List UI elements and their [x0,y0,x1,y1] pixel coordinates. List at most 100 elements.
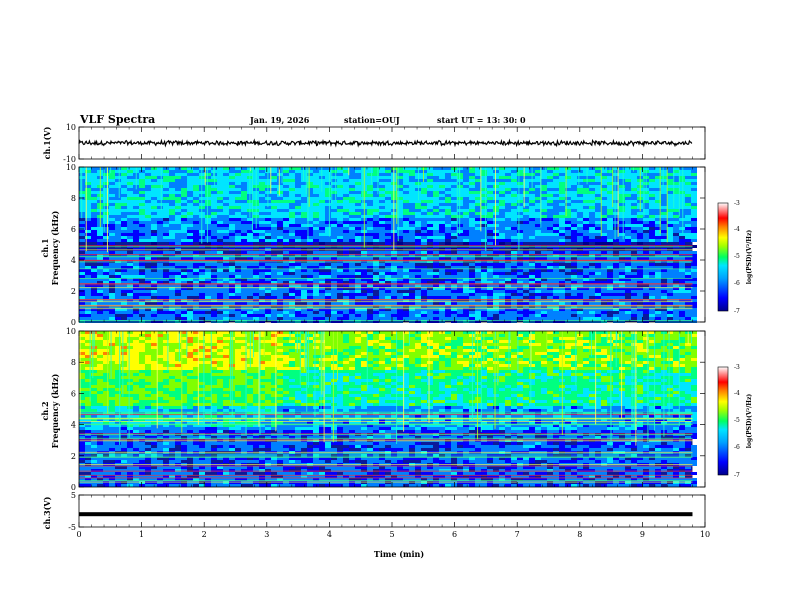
spectrogram-cell [313,206,319,209]
spectrogram-cell [193,206,199,209]
spectrogram-cell [475,206,481,209]
spectrogram-cell [673,314,679,317]
spectrogram-cell [349,269,355,272]
spectrogram-cell [247,251,253,254]
spectrogram-cell [235,179,241,182]
spectrogram-cell [319,215,325,218]
spectrogram-cell [217,218,223,221]
spectrogram-cell [517,200,523,203]
spectrogram-cell [157,191,163,194]
spectrogram-cell [661,302,667,305]
spectrogram-cell [259,290,265,293]
spectrogram-cell [691,311,697,314]
spectrogram-cell [511,263,517,266]
spectrogram-cell [379,176,385,179]
spectrogram-cell [319,218,325,221]
spectrogram-cell [169,314,175,317]
spectrogram-cell [343,167,349,170]
spectrogram-cell [643,239,649,242]
spectrogram-cell [379,236,385,239]
spectrogram-cell [139,239,145,242]
spectrogram-cell [457,293,463,296]
spectrogram-cell [415,236,421,239]
spectrogram-cell [535,230,541,233]
spectrogram-cell [217,191,223,194]
spectrogram-cell [331,215,337,218]
spectrogram-cell [349,191,355,194]
spectrogram-cell [415,188,421,191]
spectrogram-cell [373,194,379,197]
spectrogram-cell [163,221,169,224]
spectrogram-cell [493,194,499,197]
spectrogram-cell [109,194,115,197]
spectrogram-cell [205,275,211,278]
spectrogram-cell [379,263,385,266]
spectrogram-cell [211,290,217,293]
spectrogram-cell [373,215,379,218]
spectrogram-cell [589,182,595,185]
spectrogram-cell [595,179,601,182]
spectrogram-cell [277,233,283,236]
spectrogram-cell [691,314,697,317]
spectrogram-cell [301,206,307,209]
spectrogram-cell [547,191,553,194]
spectrogram-cell [133,296,139,299]
spectrogram-cell [151,176,157,179]
spectrogram-cell [595,317,601,320]
spectrogram-cell [487,275,493,278]
spectrogram-cell [607,230,613,233]
spectrogram-cell [109,239,115,242]
spectrogram-cell [571,269,577,272]
spectrogram-cell [175,239,181,242]
spectrogram-cell [421,236,427,239]
spectrogram-cell [451,272,457,275]
spectrogram-cell [181,200,187,203]
spectrogram-cell [583,263,589,266]
spectrogram-cell [505,290,511,293]
spectrogram-cell [541,200,547,203]
spectrogram-cell [499,257,505,260]
spectrogram-cell [547,233,553,236]
spectrogram-cell [487,311,493,314]
spectrogram-cell [463,203,469,206]
spectrogram-cell [595,224,601,227]
spectrogram-cell [313,212,319,215]
spectrogram-cell [115,317,121,320]
spectrogram-cell [511,209,517,212]
spectrogram-cell [151,275,157,278]
spectrogram-cell [373,230,379,233]
spectrogram-cell [547,206,553,209]
spectrogram-cell [385,230,391,233]
spectrogram-cell [217,314,223,317]
spectrogram-cell [451,200,457,203]
spectrogram-cell [685,176,691,179]
spectrogram-cell [97,227,103,230]
spectrogram-cell [607,296,613,299]
spectrogram-cell [517,173,523,176]
spectrogram-cell [505,236,511,239]
spectrogram-cell [307,272,313,275]
spectrogram-cell [127,215,133,218]
spectrogram-cell [649,272,655,275]
spectrogram-cell [487,212,493,215]
spectrogram-cell [313,218,319,221]
spectrogram-cell [433,221,439,224]
spectrogram-cell [571,176,577,179]
spectrogram-cell [589,173,595,176]
spectrogram-cell [397,311,403,314]
spectrogram-cell [295,311,301,314]
spectrogram-cell [649,311,655,314]
spectrogram-cell [469,203,475,206]
spectrogram-cell [625,230,631,233]
spectrogram-cell [493,272,499,275]
spectrogram-cell [325,236,331,239]
spectrogram-cell [583,197,589,200]
spectrogram-cell [145,182,151,185]
spectrogram-cell [505,257,511,260]
spectrogram-cell [211,275,217,278]
spectrogram-cell [421,209,427,212]
spectrogram-cell [643,290,649,293]
spectrogram-cell [241,197,247,200]
spectrogram-cell [109,176,115,179]
spectrogram-cell [619,230,625,233]
